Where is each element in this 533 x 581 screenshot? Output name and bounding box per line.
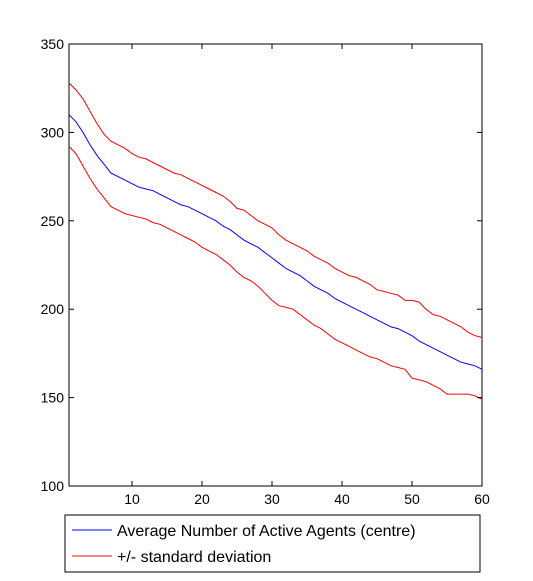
- series-mean: [68, 114, 483, 370]
- legend-label-std: +/- standard deviation: [117, 549, 271, 566]
- x-tick-label: 10: [124, 491, 140, 507]
- legend: Average Number of Active Agents (centre)…: [64, 514, 481, 573]
- y-tick-label: 200: [41, 301, 65, 317]
- y-tick-label: 300: [41, 124, 65, 140]
- legend-label-mean: Average Number of Active Agents (centre): [117, 523, 416, 540]
- plot-area: [68, 43, 483, 487]
- y-tick-label: 350: [41, 36, 65, 52]
- series-std-upper: [68, 82, 483, 338]
- y-axis: 100 150 200 250 300 350: [41, 36, 482, 494]
- legend-box: [64, 514, 481, 573]
- x-tick-label: 40: [334, 491, 350, 507]
- y-tick-label: 100: [41, 478, 65, 494]
- x-tick-label: 50: [404, 491, 420, 507]
- series-std-lower: [68, 146, 483, 400]
- x-tick-label: 30: [264, 491, 280, 507]
- y-tick-label: 150: [41, 390, 65, 406]
- x-tick-label: 20: [194, 491, 210, 507]
- y-tick-label: 250: [41, 213, 65, 229]
- series-layer: [68, 82, 483, 400]
- x-axis: 10 20 30 40 50 60: [124, 44, 490, 507]
- x-tick-label: 60: [474, 491, 490, 507]
